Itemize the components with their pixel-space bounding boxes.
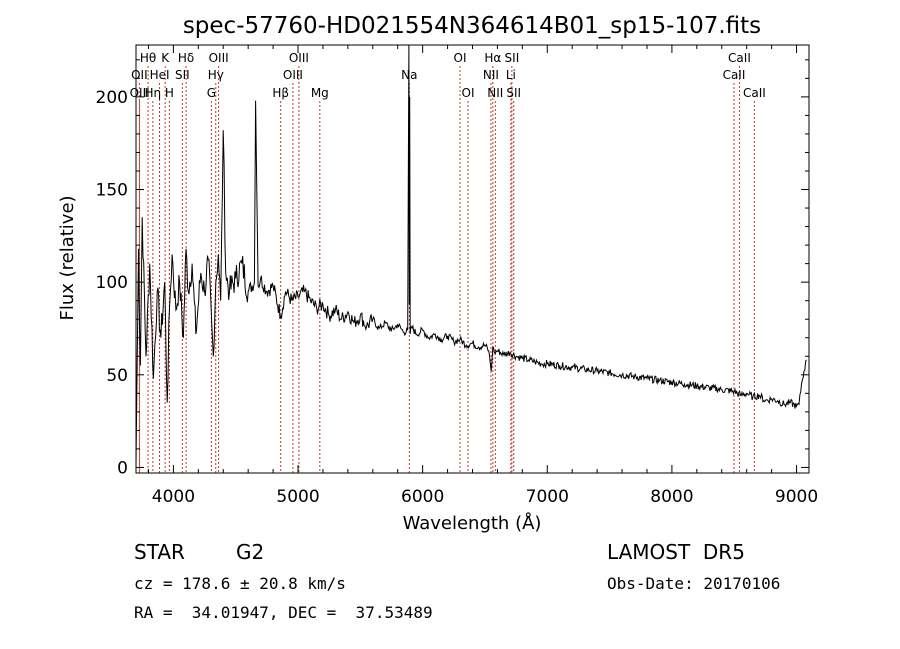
y-axis-label: Flux (relative) [57, 195, 78, 320]
line-marker-label: SII [506, 86, 521, 100]
line-marker-label: CaII [728, 51, 751, 65]
x-tick-label: 5000 [276, 487, 319, 507]
line-marker-label: CaII [743, 86, 766, 100]
y-tick-label: 50 [106, 366, 128, 386]
object-subclass: G2 [236, 540, 264, 564]
spectrum-line [135, 44, 807, 466]
line-marker-label: K [161, 51, 170, 65]
y-tick-label: 100 [96, 273, 128, 293]
emission-line-markers [138, 66, 755, 473]
redshift-text: cz = 178.6 ± 20.8 km/s [134, 574, 346, 593]
line-marker-label: H [165, 86, 174, 100]
line-marker-label: G [207, 86, 216, 100]
survey-name: LAMOST DR5 [607, 540, 745, 564]
spectrum-layer [135, 44, 807, 466]
obs-date-text: Obs-Date: 20170106 [607, 574, 780, 593]
line-marker-label: Hη [145, 86, 162, 100]
coordinates-text: RA = 34.01947, DEC = 37.53489 [134, 603, 433, 622]
y-tick-label: 200 [96, 88, 128, 108]
line-marker-label: OIII [289, 51, 309, 65]
x-axis-label: Wavelength (Å) [403, 512, 542, 534]
line-marker-label: NII [487, 86, 503, 100]
object-class: STAR [134, 540, 185, 564]
y-tick-label: 0 [117, 458, 128, 478]
x-tick-label: 6000 [401, 487, 444, 507]
plot-frame [135, 44, 810, 474]
line-marker-label: Hγ [208, 68, 224, 82]
line-marker-label: OI [454, 51, 467, 65]
line-marker-label: Mg [311, 86, 329, 100]
line-marker-label: Hα [484, 51, 501, 65]
x-tick-label: 9000 [775, 487, 818, 507]
y-axis: 0 50 100 150 200 [96, 59, 809, 478]
x-axis: 4000 5000 6000 7000 8000 9000 [147, 45, 818, 507]
emission-line-labels: Hθ K Hδ OIII OIII OI Hα SII CaII OII HeI SII Hγ OIII N… [130, 51, 766, 100]
x-tick-label: 7000 [526, 487, 569, 507]
x-tick-label: 8000 [650, 487, 693, 507]
line-marker-label: Li [506, 68, 516, 82]
line-marker-label: Hβ [272, 86, 289, 100]
y-tick-label: 150 [96, 181, 128, 201]
line-marker-label: OIII [209, 51, 229, 65]
line-marker-label: SII [505, 51, 520, 65]
chart-title: spec-57760-HD021554N364614B01_sp15-107.f… [183, 13, 761, 39]
line-marker-label: OIII [130, 86, 150, 100]
line-marker-label: HeI [150, 68, 170, 82]
line-marker-label: OI [462, 86, 475, 100]
line-marker-label: NII [483, 68, 499, 82]
x-tick-label: 4000 [152, 487, 195, 507]
line-marker-label: Hδ [178, 51, 194, 65]
line-marker-label: OII [131, 68, 148, 82]
line-marker-label: CaII [723, 68, 746, 82]
line-marker-label: SII [175, 68, 190, 82]
line-marker-label: Hθ [140, 51, 156, 65]
line-marker-label: OIII [283, 68, 303, 82]
